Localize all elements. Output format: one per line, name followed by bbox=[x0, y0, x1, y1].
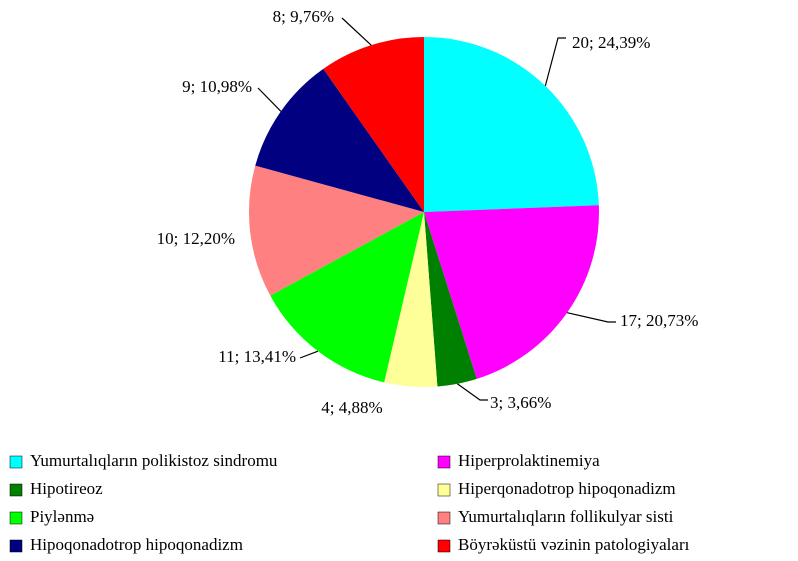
legend-swatch bbox=[9, 511, 23, 525]
data-label: 17; 20,73% bbox=[620, 311, 698, 330]
data-label: 10; 12,20% bbox=[157, 229, 235, 248]
legend-swatch bbox=[9, 455, 23, 469]
data-label: 4; 4,88% bbox=[321, 398, 382, 417]
leader-line bbox=[567, 312, 616, 323]
legend-swatch bbox=[9, 483, 23, 497]
legend-swatch bbox=[437, 539, 451, 553]
pie-slice bbox=[270, 212, 424, 383]
leader-line bbox=[544, 37, 566, 87]
data-label: 20; 24,39% bbox=[572, 33, 650, 52]
pie-slice bbox=[248, 165, 424, 296]
pie-slice bbox=[323, 37, 424, 212]
legend-swatch bbox=[9, 539, 23, 553]
pie-slice bbox=[424, 205, 599, 379]
leader-line bbox=[299, 350, 319, 359]
legend-label: Hipoqonadotrop hipoqonadizm bbox=[30, 535, 243, 554]
data-label: 3; 3,66% bbox=[490, 393, 551, 412]
data-label: 11; 13,41% bbox=[218, 347, 296, 366]
legend-label: Hipotireoz bbox=[30, 479, 103, 498]
pie-slice bbox=[384, 212, 438, 387]
legend-label: Yumurtalıqların polikistoz sindromu bbox=[30, 451, 278, 470]
legend-label: Yumurtalıqların follikulyar sisti bbox=[458, 507, 674, 526]
leader-line bbox=[341, 17, 372, 46]
leader-line bbox=[257, 87, 282, 112]
legend-swatch bbox=[437, 511, 451, 525]
data-label: 8; 9,76% bbox=[273, 7, 334, 26]
pie-slice bbox=[255, 68, 424, 212]
leader-line bbox=[456, 383, 488, 401]
data-label: 9; 10,98% bbox=[182, 77, 252, 96]
legend-swatch bbox=[437, 455, 451, 469]
legend-label: Hiperqonadotrop hipoqonadizm bbox=[458, 479, 676, 498]
pie-slice bbox=[424, 37, 599, 212]
legend-label: Piylənmə bbox=[30, 507, 94, 526]
legend-swatch bbox=[437, 483, 451, 497]
legend-label: Hiperprolaktinemiya bbox=[458, 451, 600, 470]
legend-label: Böyrəküstü vəzinin patologiyaları bbox=[458, 535, 690, 554]
pie-slice bbox=[424, 212, 477, 387]
